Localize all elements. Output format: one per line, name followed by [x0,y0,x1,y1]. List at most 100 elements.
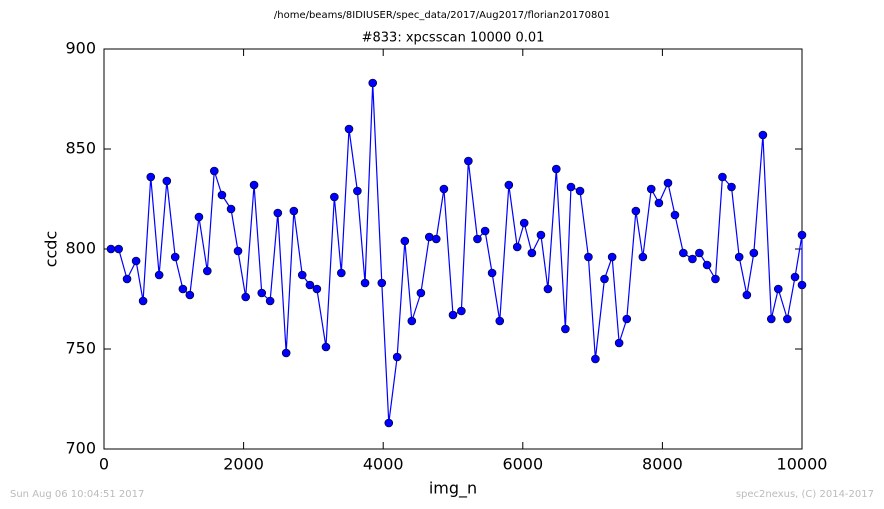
x-axis-label: img_n [429,479,477,499]
suptitle: /home/beams/8IDIUSER/spec_data/2017/Aug2… [274,10,610,21]
data-point [138,296,148,306]
x-tick-label: 8000 [642,455,683,474]
y-tick-label: 900 [65,39,96,58]
data-point [695,248,704,258]
data-point [670,210,680,220]
data-point [131,256,141,266]
data-point [337,268,346,278]
data-point [480,226,490,236]
data-point [114,244,123,254]
data-point [688,254,697,264]
data-point [297,270,307,280]
data-point [353,186,362,196]
footer-left: Sun Aug 06 10:04:51 2017 [10,489,144,500]
data-point [773,284,783,294]
x-tick-label: 4000 [363,455,404,474]
data-point [178,284,188,294]
footer-right: spec2nexus, (C) 2014-2017 [736,489,874,500]
data-point [758,130,768,140]
data-point [360,278,370,288]
data-point [646,184,656,194]
data-point [766,314,776,324]
data-point [146,172,156,182]
data-point [330,192,339,202]
data-point [552,164,561,174]
x-tick-label: 2000 [223,455,264,474]
data-point [584,252,593,262]
data-point [170,252,180,262]
data-point [727,182,736,192]
data-point [783,314,792,324]
data-point [679,248,688,258]
data-point [312,284,322,294]
data-point [711,274,720,284]
data-point [233,246,243,256]
data-point [209,166,219,176]
data-point [495,316,505,326]
data-point [122,274,132,284]
data-point [217,190,227,200]
data-point [512,242,522,252]
data-point [734,252,744,262]
data-point [154,270,164,280]
data-point [226,204,236,214]
x-tick-label: 0 [99,455,109,474]
data-point [384,418,394,428]
data-point [439,184,449,194]
data-point [600,274,609,284]
data-point [400,236,410,246]
data-point [448,310,458,320]
data-point [607,252,617,262]
data-point [464,156,473,166]
data-point [790,272,800,282]
x-tick-label: 6000 [502,455,543,474]
data-point [344,124,354,134]
data-point [185,290,195,300]
chart-title: #833: xpcsscan 10000 0.01 [362,31,545,46]
data-point [377,278,387,288]
data-point [536,230,546,240]
data-point [543,284,553,294]
data-point [504,180,514,190]
data-point [194,212,204,222]
data-point [162,176,172,186]
data-point [203,266,212,276]
data-point [527,248,537,258]
data-point [407,316,417,326]
data-point [797,230,807,240]
data-point [487,268,497,278]
y-tick-label: 850 [65,139,96,158]
data-point [797,280,807,290]
data-point [718,172,727,182]
data-point [281,348,291,358]
data-point [321,342,331,352]
data-point [368,78,378,88]
data-point [305,280,315,290]
data-point [591,354,600,364]
data-point [273,208,283,218]
data-point [663,178,673,188]
data-point [457,306,466,316]
data-point [431,234,441,244]
data-point [519,218,529,228]
y-tick-label: 800 [65,239,96,258]
data-point [654,198,664,208]
data-point [257,288,267,298]
data-point [638,252,648,262]
data-point [416,288,426,298]
data-point [392,352,402,362]
y-tick-label: 750 [65,339,96,358]
x-tick-label: 10000 [777,455,828,474]
y-tick-label: 700 [65,439,96,458]
data-point [289,206,299,216]
data-point [614,338,624,348]
data-point [249,180,259,190]
data-point [749,248,759,258]
data-point [265,296,275,306]
data-point [473,234,482,244]
data-point [566,182,576,192]
y-axis-label: ccdc [42,231,61,268]
data-point [561,324,570,334]
data-point [106,244,116,254]
